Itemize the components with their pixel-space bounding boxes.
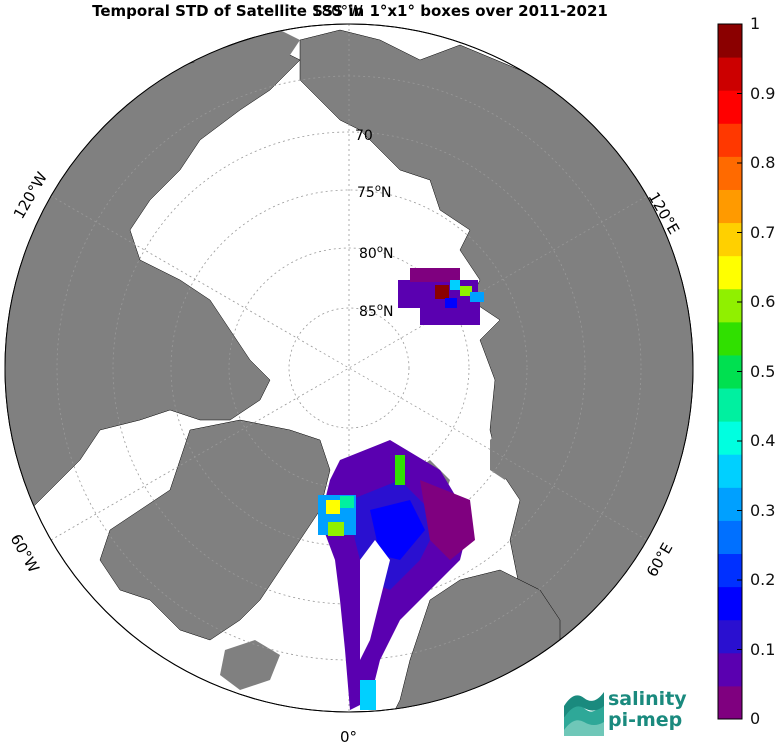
colorbar-tick-label: 0.3 xyxy=(750,500,776,520)
data-patches xyxy=(318,268,484,710)
data-cluster-laptev xyxy=(398,268,484,325)
lat-label-75: 75oN xyxy=(357,183,391,201)
colorbar-frame xyxy=(717,23,743,720)
colorbar-swatch xyxy=(718,652,742,687)
colorbar-swatch xyxy=(718,520,742,555)
colorbar xyxy=(718,23,742,720)
logo-text-salinity: salinity xyxy=(608,688,687,710)
salinity-pimep-logo-icon xyxy=(564,692,604,736)
map-title: Temporal STD of Satellite SSS in 1°x1° b… xyxy=(92,2,608,20)
lon-label-lower-left: 60°W xyxy=(7,531,43,576)
colorbar-swatch xyxy=(718,288,742,323)
lat-label-80: 80oN xyxy=(359,244,393,262)
colorbar-swatch xyxy=(718,123,742,157)
colorbar-swatch xyxy=(718,619,742,654)
colorbar-swatch xyxy=(718,421,742,455)
colorbar-swatch xyxy=(718,189,742,224)
colorbar-tick-label: 0.5 xyxy=(750,361,776,381)
lat-label-70: 70 xyxy=(355,128,373,144)
colorbar-tick-label: 0.4 xyxy=(750,431,776,450)
colorbar-swatch xyxy=(718,156,742,190)
colorbar-swatch xyxy=(718,388,742,422)
colorbar-tick-label: 0.2 xyxy=(750,570,776,589)
colorbar-swatch xyxy=(718,487,742,521)
colorbar-swatch xyxy=(718,24,742,58)
colorbar-tick-label: 0.8 xyxy=(750,153,776,172)
logo-text-pimep: pi-mep xyxy=(608,709,683,731)
colorbar-tick-label: 0.6 xyxy=(750,292,776,311)
colorbar-tick-label: 0.9 xyxy=(750,83,776,103)
data-cluster-barents xyxy=(318,440,475,710)
colorbar-tick-label: 1 xyxy=(750,14,761,33)
colorbar-swatch xyxy=(718,255,742,290)
colorbar-tick-label: 0 xyxy=(750,709,761,728)
colorbar-swatch xyxy=(718,222,742,257)
colorbar-swatch xyxy=(718,454,742,488)
colorbar-swatch xyxy=(718,553,742,588)
colorbar-swatch xyxy=(718,685,742,720)
lon-label-top: 180°W xyxy=(312,2,363,20)
lon-label-bottom: 0° xyxy=(340,728,357,746)
colorbar-swatch xyxy=(718,90,742,124)
land-iceland xyxy=(220,640,280,690)
colorbar-swatch xyxy=(718,57,742,91)
colorbar-swatch xyxy=(718,586,742,621)
colorbar-tick-label: 0.7 xyxy=(750,222,776,242)
land-greenland xyxy=(99,419,331,641)
lon-label-lower-right: 60°E xyxy=(643,540,677,580)
lat-label-85: 85oN xyxy=(359,302,393,320)
colorbar-tick-label: 0.1 xyxy=(750,639,776,659)
colorbar-swatch xyxy=(718,321,742,356)
land-novaya-zemlya xyxy=(490,420,520,480)
